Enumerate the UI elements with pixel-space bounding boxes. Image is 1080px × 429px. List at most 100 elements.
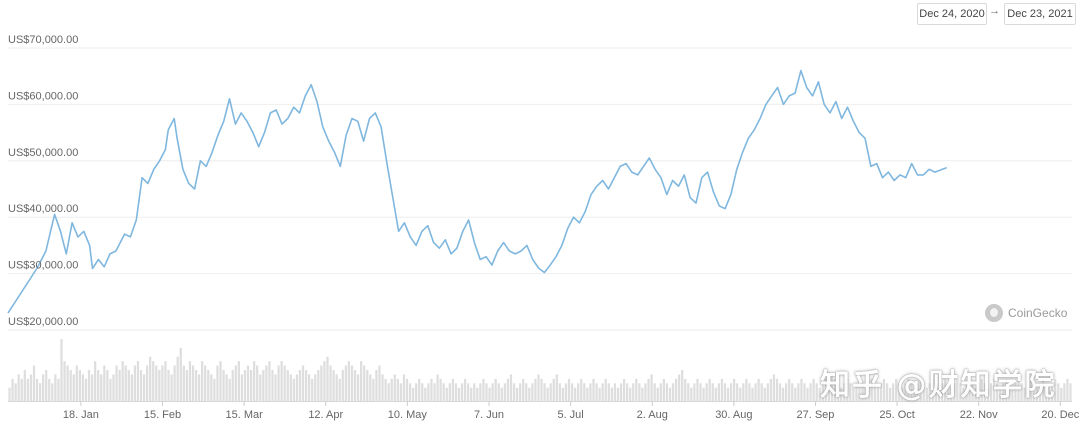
volume-bar: [42, 374, 45, 401]
volume-bar: [375, 370, 378, 401]
x-tick-label: 12. Apr: [308, 409, 343, 421]
volume-bar: [555, 374, 558, 401]
volume-bar: [604, 378, 607, 401]
volume-bar: [161, 365, 164, 401]
x-tick-label: 30. Aug: [715, 409, 752, 421]
volume-bar: [194, 370, 198, 401]
y-tick-label: US$20,000.00: [8, 316, 78, 328]
volume-bar: [228, 378, 231, 401]
volume-bar: [788, 378, 791, 401]
volume-bar: [864, 387, 867, 401]
volume-bar: [1020, 383, 1023, 401]
volume-bar: [106, 370, 109, 401]
x-tick-label: 27. Sep: [797, 409, 835, 421]
volume-bar: [907, 378, 910, 401]
volume-bar: [445, 387, 448, 401]
volume-bar: [387, 383, 390, 401]
volume-bar: [378, 365, 381, 401]
volume-bar: [1047, 387, 1051, 401]
volume-bar: [234, 365, 237, 401]
grid-lines: [8, 47, 1072, 402]
volume-bar: [708, 378, 711, 401]
volume-bar: [350, 365, 354, 401]
volume-bar: [723, 383, 727, 401]
volume-bar: [482, 378, 485, 401]
volume-bar: [549, 383, 552, 401]
volume-bar: [130, 374, 133, 401]
volume-bar: [231, 370, 234, 401]
volume-bar: [616, 387, 620, 401]
volume-bar: [323, 361, 326, 401]
volume-bar: [408, 383, 412, 401]
volume-bar: [528, 387, 531, 401]
x-tick-label: 22. Nov: [960, 409, 998, 421]
volume-bar: [142, 374, 146, 401]
volume-bar: [870, 378, 873, 401]
volume-bar: [155, 365, 158, 401]
volume-bar: [164, 361, 167, 401]
volume-bar: [888, 387, 892, 401]
volume-bar: [23, 370, 26, 401]
volume-bar: [656, 387, 659, 401]
volume-bar: [540, 378, 543, 401]
volume-bar: [919, 378, 922, 401]
volume-bar: [824, 378, 828, 401]
volume-bar: [696, 378, 699, 401]
volume-bar: [681, 370, 684, 401]
volume-bar: [726, 387, 730, 401]
volume-bar: [57, 378, 60, 401]
volume-bar: [937, 387, 941, 401]
volume-bar: [145, 365, 149, 401]
volume-bar: [240, 374, 244, 401]
volume-bar: [1035, 387, 1038, 401]
volume-bar: [766, 383, 769, 401]
volume-bar: [965, 383, 968, 401]
date-range-to-input[interactable]: Dec 23, 2021: [1004, 3, 1076, 25]
volume-bar: [665, 383, 669, 401]
volume-bar: [363, 365, 366, 401]
volume-bar: [103, 365, 106, 401]
volume-bar: [583, 383, 586, 401]
volume-bar: [421, 383, 424, 401]
volume-bar: [457, 387, 461, 401]
volume-bar: [855, 383, 858, 401]
volume-bar: [580, 378, 583, 401]
volume-bar: [347, 361, 351, 401]
volume-bar: [301, 365, 305, 401]
volume-bar: [904, 383, 907, 401]
volume-bar: [577, 383, 580, 401]
volume-bar: [213, 378, 216, 401]
volume-bar: [668, 387, 672, 401]
volume-bar: [1026, 383, 1029, 401]
volume-bar: [794, 387, 797, 401]
volume-bar: [607, 383, 610, 401]
volume-bar: [601, 383, 604, 401]
x-tick-label: 20. Dec: [1041, 409, 1079, 421]
volume-bar: [139, 370, 143, 401]
volume-bar: [934, 383, 938, 401]
volume-bar: [791, 383, 794, 401]
volume-bar: [167, 370, 170, 401]
x-tick-label: 5. Jul: [557, 409, 583, 421]
volume-bar: [90, 374, 94, 401]
volume-bar: [289, 374, 292, 401]
volume-bar: [72, 374, 75, 401]
volume-bar: [552, 378, 555, 401]
volume-bar: [635, 378, 638, 401]
volume-bar: [989, 383, 993, 401]
volume-bar: [127, 370, 130, 401]
volume-bar: [372, 378, 375, 401]
volume-bar: [109, 378, 112, 401]
volume-bar: [94, 361, 97, 401]
volume-bar: [525, 383, 528, 401]
date-range-from-input[interactable]: Dec 24, 2020: [917, 3, 987, 25]
gecko-icon: [985, 304, 1003, 322]
volume-bar: [971, 383, 974, 401]
volume-bar: [546, 387, 549, 401]
volume-bar: [32, 365, 36, 401]
logo-text: CoinGecko: [1008, 306, 1068, 320]
volume-bar: [812, 378, 815, 401]
volume-bar: [803, 383, 806, 401]
volume-bar: [619, 383, 623, 401]
watermark: 知乎 @财知学院: [820, 368, 1057, 403]
